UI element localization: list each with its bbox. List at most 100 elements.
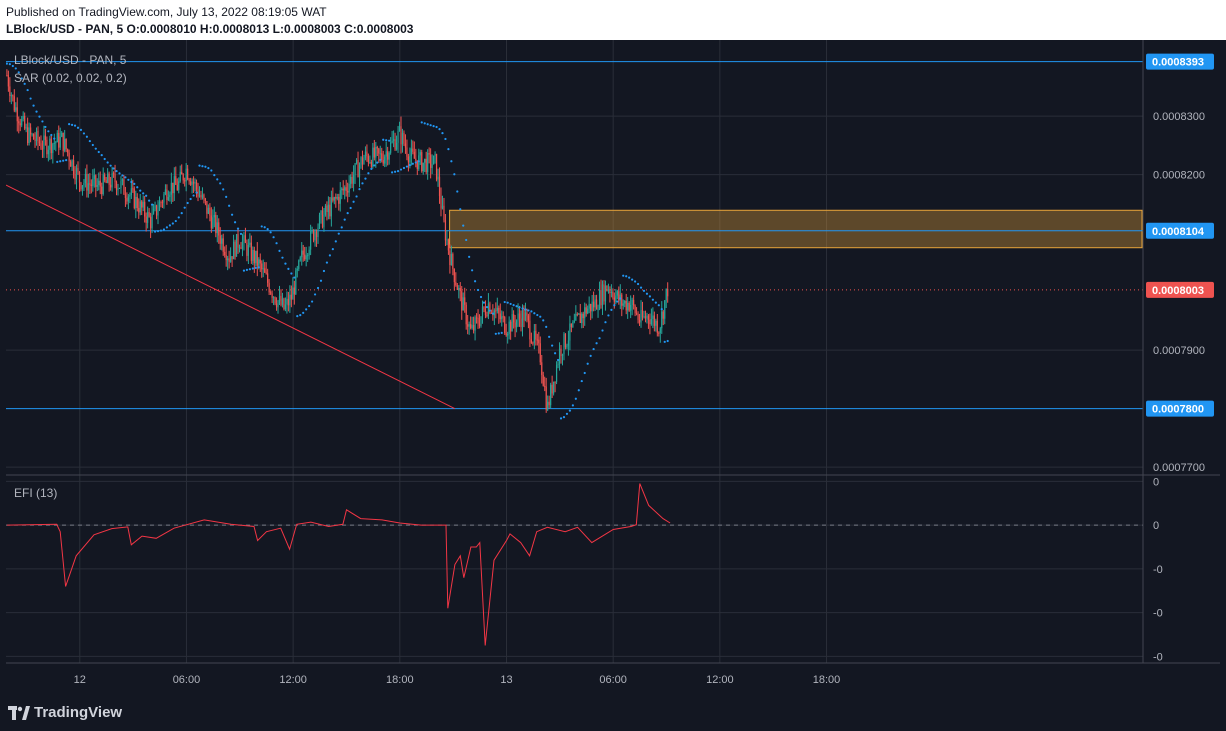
candle-body: [192, 181, 195, 184]
sar-dot: [313, 293, 317, 296]
candle-body: [338, 196, 340, 204]
candle-body: [582, 313, 584, 319]
sar-dot: [207, 167, 210, 170]
sar-legend: SAR (0.02, 0.02, 0.2): [14, 71, 127, 85]
sar-dot: [539, 315, 542, 318]
candle-body: [594, 299, 596, 308]
candle-body: [191, 181, 193, 185]
candle-body: [184, 180, 186, 182]
candle-body: [643, 316, 645, 318]
candle-body: [74, 174, 76, 180]
sar-dot: [115, 169, 118, 173]
candle-body: [370, 162, 372, 167]
resistance-zone-layer: [449, 209, 1143, 249]
sar-dot: [346, 212, 349, 215]
sar-dot: [254, 266, 257, 269]
candle-body: [298, 260, 300, 269]
candle-body: [576, 314, 578, 316]
candle-body: [483, 306, 485, 310]
candle-body: [647, 315, 650, 320]
sar-dot: [183, 206, 186, 209]
sar-dot: [269, 231, 272, 234]
candle-body: [430, 154, 432, 168]
candle-body: [637, 313, 639, 320]
sar-dot: [494, 332, 497, 335]
sar-dot: [604, 321, 607, 324]
sar-dot: [648, 295, 652, 298]
candle-body: [406, 147, 408, 157]
sar-dot: [340, 226, 343, 229]
candle-body: [81, 185, 84, 190]
sar-dot: [568, 409, 572, 412]
candle-body: [641, 310, 644, 318]
candle-body: [640, 310, 642, 323]
candle-body: [175, 176, 177, 185]
candle-body: [357, 159, 359, 178]
efi-line: [6, 483, 671, 646]
ohlc-open-label: O:: [126, 22, 140, 36]
sar-dot: [70, 123, 74, 126]
candle-body: [314, 231, 316, 241]
candle-body: [69, 161, 72, 167]
candle-body: [237, 234, 239, 248]
efi-tick-label: -0: [1153, 651, 1163, 663]
candle-body: [166, 189, 168, 201]
x-tick-label: 12: [74, 674, 86, 686]
candle-body: [584, 307, 586, 319]
candle-body: [307, 255, 309, 257]
sar-dot: [38, 115, 41, 118]
sar-dot: [239, 232, 243, 235]
tradingview-brand[interactable]: TradingView: [8, 704, 122, 721]
sar-dot: [488, 309, 491, 312]
candle-body: [616, 291, 618, 296]
sar-dot: [642, 289, 646, 292]
candle-body: [428, 153, 430, 155]
candle-body: [265, 272, 267, 274]
candle-body: [244, 235, 247, 243]
candle-body: [231, 256, 233, 260]
candle-body: [564, 333, 567, 348]
candle-body: [410, 148, 412, 157]
candle-body: [64, 138, 66, 151]
candle-body: [649, 319, 651, 325]
candle-body: [68, 152, 70, 162]
symbol-line: LBlock/USD - PAN, 5: [6, 22, 124, 36]
candle-body: [644, 316, 647, 319]
candle-body: [121, 179, 124, 182]
sar-dot: [521, 307, 524, 310]
candle-body: [566, 345, 568, 348]
sar-dot: [645, 292, 649, 295]
sar-dot: [263, 226, 266, 229]
candle-body: [219, 235, 221, 244]
candle-body: [510, 321, 512, 332]
candle-body: [392, 139, 395, 141]
candle-body: [444, 220, 447, 241]
candle-body: [618, 291, 620, 301]
chart-canvas[interactable]: 0.0008393 0.0008104 0.0007800 0.0008003 12 0…: [6, 40, 1220, 693]
chart-frame[interactable]: 0.0008393 0.0008104 0.0007800 0.0008003 12 0…: [6, 40, 1220, 693]
candle-body: [493, 310, 495, 316]
level-price-label: 0.0008104: [1152, 226, 1205, 238]
candle-body: [99, 180, 101, 187]
candle-body: [32, 134, 35, 140]
sar-dot: [142, 192, 145, 195]
candle-body: [505, 333, 507, 336]
sar-dot: [423, 122, 426, 125]
sar-dot: [325, 261, 329, 264]
candle-body: [336, 196, 338, 199]
sar-dot: [68, 123, 71, 126]
candle-body: [631, 299, 633, 305]
candle-body: [575, 314, 577, 321]
sar-dot: [337, 232, 340, 235]
candle-body: [89, 183, 91, 185]
candle-body: [253, 250, 255, 264]
candle-body: [398, 126, 401, 132]
candle-body: [120, 181, 122, 188]
candle-body: [268, 282, 270, 293]
sar-dot: [595, 342, 598, 345]
candle-body: [401, 132, 404, 145]
candle-body: [530, 339, 532, 343]
candle-body: [659, 328, 661, 334]
candle-body: [595, 299, 598, 310]
candle-body: [547, 401, 549, 410]
